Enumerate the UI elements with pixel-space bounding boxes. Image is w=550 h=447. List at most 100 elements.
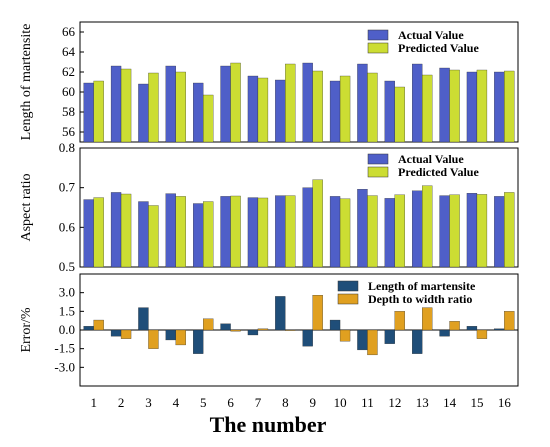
x-tick-label: 11	[361, 395, 374, 410]
bar-series1	[357, 329, 368, 351]
bar-series1	[439, 329, 450, 337]
y-tick-label: 60	[62, 84, 75, 99]
bar-series1	[247, 75, 259, 143]
bar-series2	[285, 195, 296, 268]
bar-series1	[412, 329, 423, 354]
bar-series2	[312, 179, 323, 268]
bar-series1	[83, 199, 94, 268]
y-tick-label: 0.7	[59, 180, 76, 195]
bar-series2	[367, 72, 378, 143]
bar-series2	[504, 192, 515, 268]
bar-series2	[339, 75, 351, 143]
bar-series1	[110, 192, 122, 268]
bar-series1	[412, 63, 423, 143]
bar-series2	[203, 318, 214, 331]
bar-series1	[220, 323, 231, 331]
x-tick-label: 6	[227, 395, 234, 410]
bar-series1	[193, 329, 204, 354]
bar-series1	[275, 79, 286, 143]
bar-series1	[412, 190, 423, 268]
y-tick-label: 1.5	[59, 303, 75, 318]
bar-series1	[494, 328, 505, 331]
plot-frame	[79, 21, 519, 143]
legend-swatch	[337, 293, 359, 305]
bar-series2	[449, 69, 460, 143]
bar-series1	[439, 195, 450, 268]
bar-series1	[466, 193, 478, 268]
bar-series2	[504, 70, 515, 143]
bar-series1	[494, 196, 505, 268]
legend-label: Actual Value	[398, 152, 464, 166]
bar-series1	[384, 198, 395, 268]
bar-series2	[312, 295, 323, 331]
bar-series2	[257, 77, 269, 143]
bar-series1	[302, 329, 313, 347]
y-axis-label: Length of martensite	[19, 24, 34, 141]
bar-series1	[357, 189, 368, 268]
x-tick-label: 8	[282, 395, 289, 410]
bar-series1	[384, 329, 395, 344]
bar-series2	[230, 195, 241, 268]
bar-series1	[302, 62, 313, 143]
bar-series1	[329, 319, 341, 331]
y-axis-label: Error/%	[19, 307, 34, 352]
x-axis-label: The number	[210, 412, 327, 437]
bar-series2	[175, 329, 186, 346]
bar-series2	[476, 69, 488, 143]
bar-series2	[285, 63, 296, 143]
y-tick-label: 0.5	[59, 259, 75, 274]
legend-label: Length of martensite	[368, 279, 476, 293]
bar-series2	[367, 195, 378, 268]
x-tick-label: 12	[388, 395, 401, 410]
legend-swatch	[367, 153, 389, 165]
x-tick-label: 4	[173, 395, 180, 410]
bar-series2	[449, 194, 460, 268]
bar-series2	[312, 70, 323, 143]
bar-series1	[247, 329, 259, 336]
y-tick-label: -1.5	[54, 341, 75, 356]
bar-series2	[367, 329, 378, 356]
panel-1: 56 58 60 62 64 66 Length of martensite Actual V…	[19, 21, 519, 143]
y-tick-label: 58	[62, 104, 75, 119]
bar-series1	[329, 196, 341, 268]
x-tick-label: 1	[90, 395, 97, 410]
y-tick-label: -3.0	[54, 359, 75, 374]
bar-series1	[275, 195, 286, 268]
bar-series1	[220, 196, 231, 268]
bar-series2	[93, 319, 104, 331]
bar-series2	[257, 197, 269, 268]
bar-series1	[138, 307, 149, 331]
bar-series2	[504, 311, 515, 331]
bar-series1	[110, 329, 122, 337]
bar-series2	[230, 329, 241, 332]
x-axis-ticks: 1 2 3 4 5 6 7 8 9 10 11 12 13 14 15 16	[90, 395, 511, 410]
bar-series2	[148, 72, 159, 143]
bar-series1	[220, 65, 231, 143]
bar-series1	[329, 80, 341, 143]
bar-series1	[247, 197, 259, 268]
bar-series2	[175, 196, 186, 268]
bar-series1	[466, 71, 478, 143]
bar-series1	[138, 83, 149, 143]
bar-series2	[203, 201, 214, 268]
legend-label: Predicted Value	[398, 41, 479, 55]
panel-2: 0.5 0.6 0.7 0.8 Aspect ratio Actual ValuePred…	[19, 140, 519, 274]
y-tick-label: 3.0	[59, 285, 75, 300]
x-tick-label: 14	[443, 395, 457, 410]
bar-series1	[302, 187, 313, 268]
bar-series2	[175, 71, 186, 143]
bar-series2	[476, 194, 488, 268]
bar-series1	[384, 80, 395, 143]
x-tick-label: 7	[255, 395, 262, 410]
y-tick-label: 62	[62, 64, 75, 79]
bar-series1	[110, 65, 122, 143]
legend-swatch	[367, 29, 389, 41]
bar-series2	[93, 80, 104, 143]
legend-label: Predicted Value	[398, 165, 479, 179]
x-tick-label: 16	[498, 395, 512, 410]
bar-series1	[165, 65, 176, 143]
x-tick-label: 9	[309, 395, 316, 410]
bar-series1	[275, 296, 286, 331]
bar-series1	[357, 63, 368, 143]
